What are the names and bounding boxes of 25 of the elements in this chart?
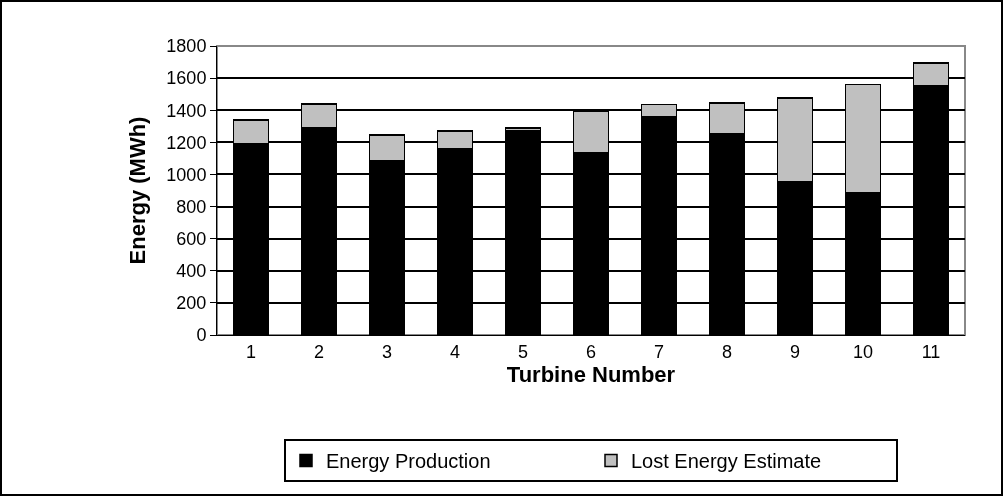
y-tick-label: 1600: [166, 68, 207, 89]
x-tick-label: 11: [921, 341, 941, 362]
legend-label: Energy Production: [326, 450, 491, 473]
y-tick-label: 400: [176, 261, 207, 282]
x-tick-label: 9: [789, 341, 801, 362]
x-tick-label: 5: [517, 341, 529, 362]
y-tick-label: 0: [196, 325, 207, 346]
x-tick-label: 2: [313, 341, 325, 362]
y-tick-label: 1800: [166, 36, 207, 57]
y-tick-label: 800: [176, 196, 207, 217]
x-tick-label: 3: [381, 341, 393, 362]
y-axis-title: Energy (MWh): [125, 116, 151, 265]
x-tick-label: 4: [449, 341, 461, 362]
y-tick-label: 200: [176, 293, 207, 314]
x-tick-label: 1: [245, 341, 257, 362]
y-tick-label: 1000: [166, 164, 207, 185]
x-tick-label: 6: [585, 341, 597, 362]
legend-label: Lost Energy Estimate: [631, 450, 822, 473]
x-tick-label: 10: [852, 341, 874, 362]
y-tick-label: 1200: [166, 132, 207, 153]
x-axis-title: Turbine Number: [506, 361, 676, 387]
y-tick-label: 600: [176, 228, 207, 249]
x-tick-label: 7: [653, 341, 665, 362]
y-tick-label: 1400: [166, 100, 207, 121]
x-tick-label: 8: [721, 341, 733, 362]
